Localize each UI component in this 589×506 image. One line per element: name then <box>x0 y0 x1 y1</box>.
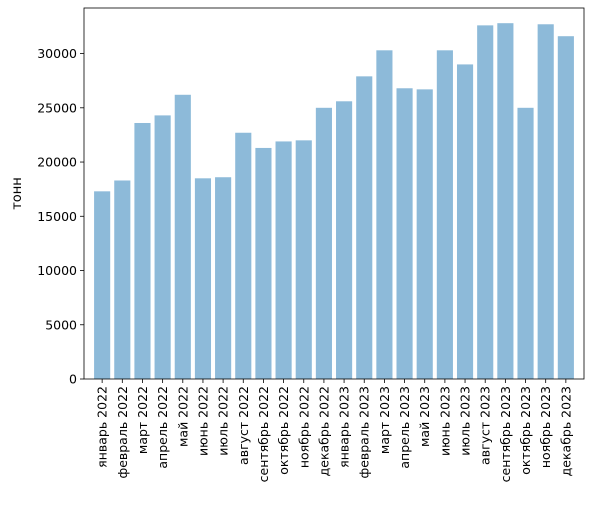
x-tick-label-8: сентябрь 2022 <box>256 386 271 482</box>
bar-12 <box>336 101 353 379</box>
x-tick-label-16: май 2023 <box>417 386 432 447</box>
x-tick-label-12: январь 2023 <box>337 386 352 468</box>
x-tick-label-0: январь 2022 <box>95 386 110 468</box>
bar-14 <box>376 50 393 380</box>
x-tick-label-4: май 2022 <box>175 386 190 447</box>
bar-8 <box>255 147 272 379</box>
y-tick-label-3: 15000 <box>37 209 77 224</box>
y-tick-label-2: 10000 <box>37 263 77 278</box>
x-tick-label-10: ноябрь 2022 <box>296 386 311 468</box>
bar-6 <box>215 177 232 379</box>
x-tick-label-18: июль 2023 <box>458 386 473 456</box>
x-tick-label-19: август 2023 <box>478 386 493 465</box>
y-tick-label-4: 20000 <box>37 155 77 170</box>
y-tick-label-5: 25000 <box>37 100 77 115</box>
bar-9 <box>275 141 292 379</box>
bar-23 <box>557 36 574 379</box>
y-axis-ticks: 0 5000 10000 15000 20000 25000 30000 <box>37 46 84 387</box>
x-tick-label-22: ноябрь 2023 <box>538 386 553 468</box>
bar-13 <box>356 76 373 379</box>
y-tick-label-6: 30000 <box>37 46 77 61</box>
x-axis-ticks: январь 2022 февраль 2022 март 2022 апрель 2… <box>95 379 573 482</box>
x-tick-label-21: октябрь 2023 <box>518 386 533 475</box>
bar-4 <box>174 94 191 379</box>
bar-3 <box>154 115 171 379</box>
y-tick-label-0: 0 <box>69 372 77 387</box>
bar-7 <box>235 132 252 379</box>
y-axis-label: тонн <box>10 177 25 210</box>
y-tick-label-1: 5000 <box>45 317 77 332</box>
bar-1 <box>114 180 131 379</box>
x-tick-label-1: февраль 2022 <box>115 386 130 478</box>
bar-15 <box>396 88 413 380</box>
bar-11 <box>315 107 332 380</box>
bar-5 <box>194 178 212 379</box>
x-tick-label-11: декабрь 2022 <box>316 386 331 476</box>
x-tick-label-17: июнь 2023 <box>437 386 452 456</box>
bar-2 <box>134 122 151 380</box>
bar-0 <box>94 191 111 379</box>
x-tick-label-7: август 2022 <box>236 386 251 465</box>
bar-22 <box>537 24 554 380</box>
bar-10 <box>295 140 312 379</box>
x-tick-label-20: сентябрь 2023 <box>498 386 513 482</box>
x-tick-label-6: июль 2022 <box>216 386 231 456</box>
x-tick-label-15: апрель 2023 <box>397 386 412 469</box>
x-tick-label-2: март 2022 <box>135 386 150 454</box>
x-tick-label-9: октябрь 2022 <box>276 386 291 475</box>
x-tick-label-23: декабрь 2023 <box>558 386 573 476</box>
bar-19 <box>477 25 494 380</box>
plot-frame <box>83 7 585 380</box>
x-tick-label-14: март 2023 <box>377 386 392 454</box>
bar-21 <box>517 107 534 380</box>
bar-18 <box>456 64 474 379</box>
bar-17 <box>436 50 453 380</box>
bars-group <box>94 23 574 380</box>
bar-16 <box>416 89 433 380</box>
bar-20 <box>497 23 514 379</box>
x-tick-label-5: июнь 2022 <box>195 386 210 456</box>
x-tick-label-13: февраль 2023 <box>357 386 372 478</box>
x-tick-label-3: апрель 2022 <box>155 386 170 469</box>
